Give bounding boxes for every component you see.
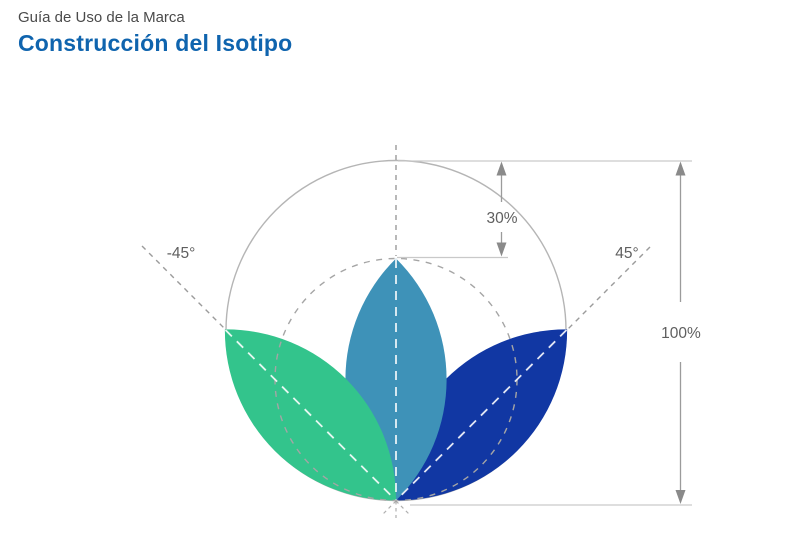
blue-petal-axis (395, 329, 568, 501)
dim-30pct-arrow-up-icon (496, 161, 507, 176)
page-header: Guía de Uso de la Marca Construcción del… (18, 9, 292, 57)
dim-100pct-arrow-down-icon (675, 490, 686, 504)
dim-100pct-arrow-up-icon (675, 161, 686, 176)
dim-30pct-label: 30% (486, 210, 517, 227)
angle-right-label: 45° (615, 245, 638, 262)
page-eyebrow: Guía de Uso de la Marca (18, 9, 185, 26)
green-petal-axis (224, 329, 397, 501)
base-stub-left (382, 500, 397, 515)
dim-30pct-arrow-down-icon (496, 242, 507, 257)
dim-100pct-label: 100% (661, 325, 701, 342)
page-title: Construcción del Isotipo (18, 30, 293, 57)
angle-left-label: -45° (167, 245, 196, 262)
base-stub-right (395, 500, 410, 515)
